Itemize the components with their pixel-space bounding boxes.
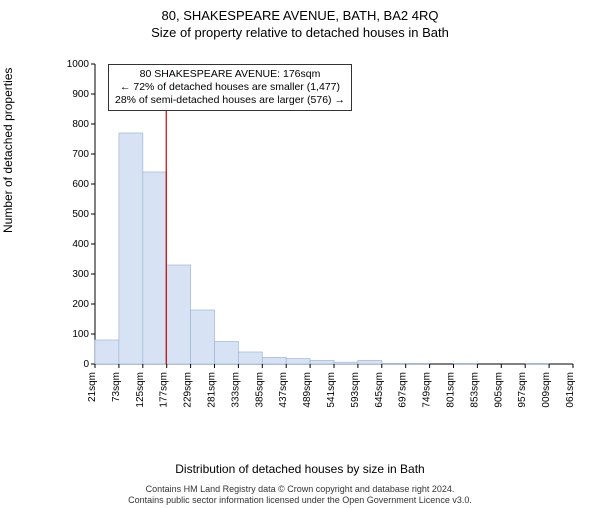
svg-text:281sqm: 281sqm xyxy=(207,372,218,408)
svg-text:125sqm: 125sqm xyxy=(135,372,146,408)
svg-text:437sqm: 437sqm xyxy=(278,372,289,408)
title-sub: Size of property relative to detached ho… xyxy=(0,25,600,40)
annotation-line-1: 80 SHAKESPEARE AVENUE: 176sqm xyxy=(115,68,345,81)
footer-line-2: Contains public sector information licen… xyxy=(0,495,600,506)
svg-text:900: 900 xyxy=(72,89,89,100)
annotation-box: 80 SHAKESPEARE AVENUE: 176sqm ← 72% of d… xyxy=(108,64,352,111)
svg-text:1061sqm: 1061sqm xyxy=(565,372,575,408)
svg-text:801sqm: 801sqm xyxy=(446,372,457,408)
svg-text:73sqm: 73sqm xyxy=(111,372,122,402)
x-axis-label: Distribution of detached houses by size … xyxy=(0,462,600,476)
svg-text:200: 200 xyxy=(72,299,89,310)
svg-text:489sqm: 489sqm xyxy=(302,372,313,408)
svg-text:645sqm: 645sqm xyxy=(374,372,385,408)
svg-text:905sqm: 905sqm xyxy=(493,372,504,408)
svg-text:593sqm: 593sqm xyxy=(350,372,361,408)
svg-text:177sqm: 177sqm xyxy=(159,372,170,408)
footer-line-1: Contains HM Land Registry data © Crown c… xyxy=(0,484,600,495)
svg-text:700: 700 xyxy=(72,149,89,160)
svg-text:957sqm: 957sqm xyxy=(517,372,528,408)
svg-text:749sqm: 749sqm xyxy=(422,372,433,408)
svg-text:541sqm: 541sqm xyxy=(326,372,337,408)
svg-text:853sqm: 853sqm xyxy=(469,372,480,408)
svg-text:229sqm: 229sqm xyxy=(183,372,194,408)
svg-text:800: 800 xyxy=(72,119,89,130)
svg-text:1000: 1000 xyxy=(67,59,90,70)
svg-text:697sqm: 697sqm xyxy=(398,372,409,408)
svg-text:300: 300 xyxy=(72,269,89,280)
svg-text:333sqm: 333sqm xyxy=(230,372,241,408)
svg-text:500: 500 xyxy=(72,209,89,220)
svg-text:100: 100 xyxy=(72,329,89,340)
svg-text:600: 600 xyxy=(72,179,89,190)
svg-text:385sqm: 385sqm xyxy=(254,372,265,408)
annotation-line-2: ← 72% of detached houses are smaller (1,… xyxy=(115,81,345,94)
footer-attribution: Contains HM Land Registry data © Crown c… xyxy=(0,484,600,506)
y-axis-label: Number of detached properties xyxy=(1,68,15,233)
svg-text:400: 400 xyxy=(72,239,89,250)
svg-text:21sqm: 21sqm xyxy=(87,372,98,402)
title-main: 80, SHAKESPEARE AVENUE, BATH, BA2 4RQ xyxy=(0,8,600,23)
svg-text:0: 0 xyxy=(83,359,89,370)
svg-text:1009sqm: 1009sqm xyxy=(541,372,552,408)
annotation-line-3: 28% of semi-detached houses are larger (… xyxy=(115,94,345,107)
